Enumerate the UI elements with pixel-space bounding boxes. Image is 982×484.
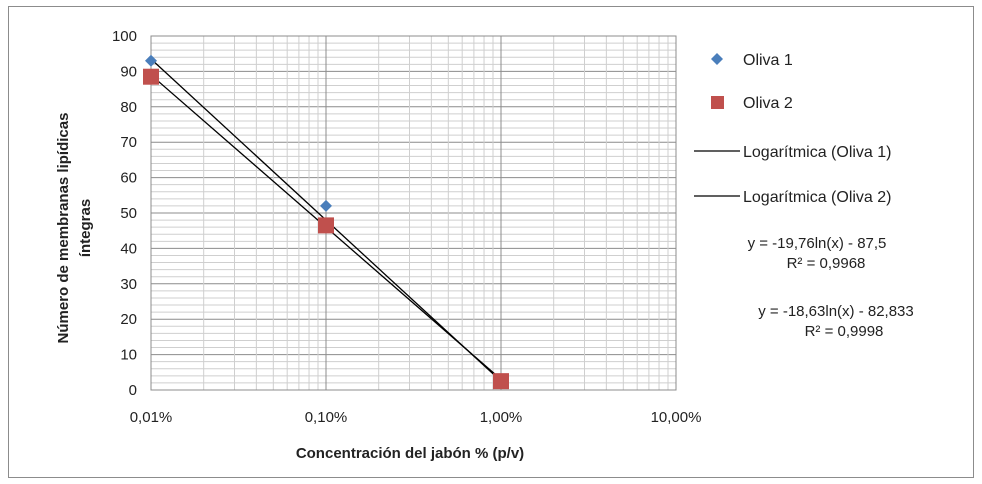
y-tick-label: 100	[112, 28, 137, 45]
x-tick-labels: 0,01% 0,10% 1,00% 10,00%	[130, 409, 702, 426]
data-point-oliva-2	[318, 217, 334, 234]
y-tick-label: 70	[120, 134, 137, 151]
data-point-oliva-2	[493, 373, 509, 390]
legend-marker-oliva-1	[711, 53, 723, 65]
x-axis-title: Concentración del jabón % (p/v)	[296, 445, 524, 462]
x-tick-label: 0,01%	[130, 409, 173, 426]
r2-trend-2: R² = 0,9998	[805, 323, 884, 340]
legend-label-oliva-2: Oliva 2	[743, 95, 793, 112]
legend-label-oliva-1: Oliva 1	[743, 52, 793, 69]
legend: Oliva 1 Oliva 2 Logarítmica (Oliva 1) Lo…	[694, 52, 892, 206]
x-tick-label: 10,00%	[651, 409, 702, 426]
equation-trend-2: y = -18,63ln(x) - 82,833	[758, 303, 914, 320]
y-tick-labels: 0 10 20 30 40 50 60 70 80 90 100	[112, 28, 137, 399]
equation-trend-1: y = -19,76ln(x) - 87,5	[748, 235, 887, 252]
y-tick-label: 50	[120, 205, 137, 222]
y-tick-label: 10	[120, 347, 137, 364]
legend-label-trend-2: Logarítmica (Oliva 2)	[743, 189, 892, 206]
y-tick-label: 0	[129, 382, 137, 399]
data-point-oliva-1	[145, 54, 157, 67]
legend-marker-oliva-2	[711, 96, 724, 109]
x-tick-label: 0,10%	[305, 409, 348, 426]
y-tick-label: 80	[120, 99, 137, 116]
y-tick-label: 40	[120, 240, 137, 257]
data-points	[143, 54, 509, 390]
data-point-oliva-2	[143, 68, 159, 85]
r2-trend-1: R² = 0,9968	[787, 255, 866, 272]
y-tick-label: 90	[120, 63, 137, 80]
y-tick-label: 60	[120, 170, 137, 187]
legend-label-trend-1: Logarítmica (Oliva 1)	[743, 144, 892, 161]
y-tick-label: 20	[120, 311, 137, 328]
plot-grid	[150, 35, 676, 391]
plot-area-border	[150, 35, 677, 391]
trendline-equations: y = -19,76ln(x) - 87,5 R² = 0,9968 y = -…	[748, 235, 914, 340]
y-axis-title-line1: Número de membranas lipídicas	[55, 113, 72, 344]
x-tick-label: 1,00%	[480, 409, 523, 426]
y-tick-label: 30	[120, 276, 137, 293]
data-point-oliva-1	[320, 199, 332, 212]
chart-frame	[8, 6, 974, 478]
y-axis-title-line2: íntegras	[77, 199, 94, 257]
